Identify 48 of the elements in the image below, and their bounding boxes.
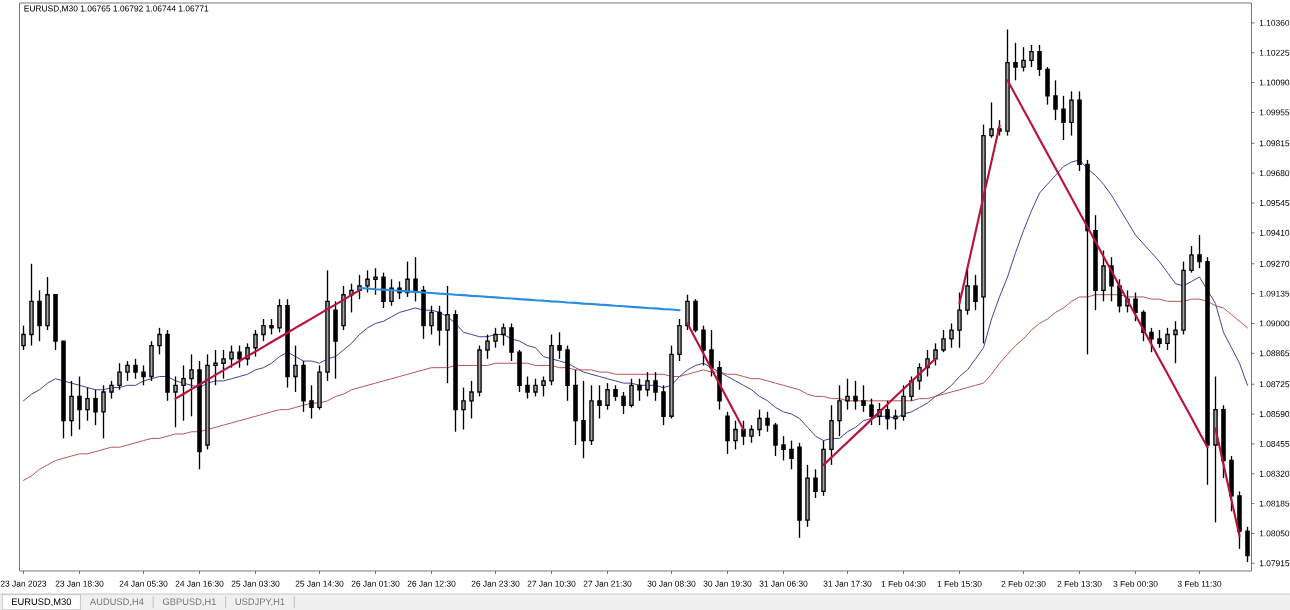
- x-tick-label: 30 Jan 08:30: [647, 580, 696, 587]
- y-tick-label: 1.09270: [1259, 260, 1290, 267]
- y-tick-label: 1.08185: [1259, 500, 1290, 507]
- text: USDJPY,H1: [235, 598, 285, 607]
- x-tick-label: 2 Feb 02:30: [1001, 580, 1046, 587]
- text: AUDUSD,H4: [89, 598, 144, 607]
- x-tick-label: 31 Jan 06:30: [759, 580, 808, 587]
- text: EURUSD,M30: [12, 598, 72, 607]
- x-tick-label: 26 Jan 23:30: [471, 580, 520, 587]
- y-tick-label: 1.08455: [1259, 440, 1290, 447]
- y-tick-label: 1.09545: [1259, 200, 1290, 206]
- x-tick-label: 27 Jan 21:30: [583, 580, 632, 587]
- x-tick-label: 1 Feb 15:30: [937, 580, 982, 587]
- x-tick-label: 3 Feb 00:30: [1113, 580, 1158, 587]
- y-tick-label: 1.07915: [1259, 560, 1290, 567]
- y-tick-label: 1.08590: [1259, 411, 1290, 418]
- x-tick-label: 27 Jan 10:30: [527, 580, 576, 587]
- candlestick: [77, 375, 82, 431]
- x-tick-label: 3 Feb 11:30: [1177, 580, 1222, 587]
- x-tick-label: 26 Jan 01:30: [351, 580, 400, 587]
- y-tick-label: 1.08050: [1259, 530, 1290, 537]
- candlestick: [1213, 375, 1218, 524]
- x-tick-label: 23 Jan 18:30: [55, 580, 104, 587]
- y-tick-label: 1.10225: [1259, 49, 1290, 56]
- y-tick-label: 1.08865: [1259, 350, 1290, 357]
- text: GBPUSD,H1: [162, 598, 216, 607]
- x-tick-label: 2 Feb 13:30: [1057, 580, 1102, 587]
- y-tick-label: 1.09410: [1259, 229, 1290, 236]
- y-tick-label: 1.09955: [1259, 109, 1290, 116]
- y-tick-label: 1.09815: [1259, 140, 1290, 147]
- y-tick-label: 1.09135: [1259, 290, 1290, 297]
- x-tick-label: 25 Jan 14:30: [295, 580, 344, 587]
- x-tick-label: 24 Jan 16:30: [175, 580, 224, 587]
- x-tick-label: 25 Jan 03:30: [231, 580, 280, 587]
- x-tick-label: 24 Jan 05:30: [119, 580, 168, 587]
- y-tick-label: 1.08725: [1259, 381, 1290, 388]
- y-tick-label: 1.10360: [1259, 19, 1290, 26]
- x-tick-label: 30 Jan 19:30: [703, 580, 752, 587]
- y-tick-label: 1.10090: [1259, 79, 1290, 86]
- y-tick-label: 1.09000: [1259, 320, 1290, 327]
- x-tick-label: 31 Jan 17:30: [823, 580, 872, 587]
- chart-title: EURUSD,M30 1.06765 1.06792 1.06744 1.06771: [24, 5, 209, 13]
- y-tick-label: 1.09680: [1259, 170, 1290, 177]
- x-tick-label: 26 Jan 12:30: [407, 580, 456, 587]
- x-tick-label: 23 Jan 2023: [0, 580, 47, 587]
- y-tick-label: 1.08320: [1259, 470, 1290, 477]
- x-tick-label: 1 Feb 04:30: [881, 580, 926, 587]
- candlestick: [445, 285, 450, 384]
